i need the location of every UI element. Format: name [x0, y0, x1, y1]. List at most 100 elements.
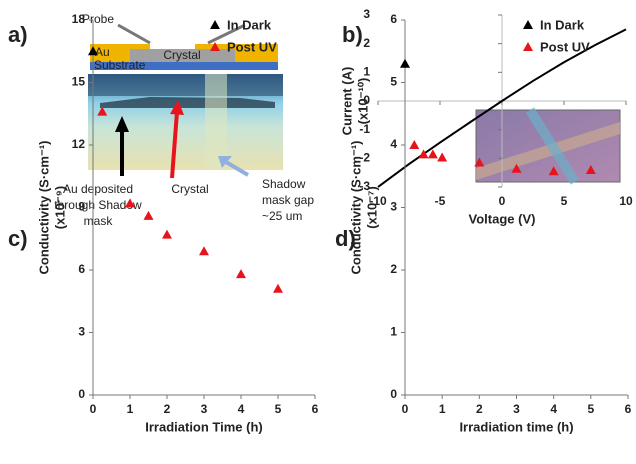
x-axis-label: Irradiation Time (h) — [145, 419, 263, 434]
x-tick-label: 10 — [619, 194, 633, 208]
data-point — [400, 58, 410, 68]
data-point — [418, 149, 429, 159]
y-tick-label: 0 — [363, 93, 370, 107]
y-tick-label: 1 — [363, 65, 370, 79]
data-point — [409, 140, 420, 149]
y-tick-label: 4 — [390, 137, 397, 151]
x-tick-label: 0 — [499, 194, 506, 208]
y-tick-label: -3 — [359, 179, 370, 193]
arrow — [170, 111, 179, 179]
arrow — [224, 160, 250, 177]
probe — [207, 23, 246, 45]
y-tick-label: 6 — [78, 262, 85, 276]
y-tick-label: 12 — [72, 137, 86, 151]
panel-label: b) — [342, 22, 363, 47]
data-point — [88, 46, 98, 56]
y-tick-label: 18 — [72, 12, 86, 26]
data-point — [273, 283, 283, 293]
data-point — [427, 149, 438, 159]
x-tick-label: 5 — [587, 402, 594, 416]
x-tick-label: 6 — [625, 402, 632, 416]
x-axis-label: Voltage (V) — [469, 211, 536, 226]
annotation: mask gap — [262, 193, 314, 207]
legend-marker — [210, 42, 220, 51]
data-point — [125, 198, 135, 208]
pad-label: Au — [95, 45, 110, 59]
substrate — [90, 62, 278, 70]
data-point — [437, 152, 448, 162]
panel-label: d) — [335, 226, 356, 251]
data-point — [474, 157, 485, 167]
annotation: Shadow — [262, 177, 306, 191]
data-point — [199, 246, 209, 256]
x-tick-label: 2 — [476, 402, 483, 416]
y-tick-label: 2 — [390, 262, 397, 276]
panel-label: c) — [8, 226, 28, 251]
y-tick-label: 6 — [390, 12, 397, 26]
data-point — [585, 165, 596, 174]
y-tick-label: -1 — [359, 122, 370, 136]
micrograph-top — [88, 74, 283, 96]
inset-gap — [525, 107, 580, 185]
y-tick-label: 2 — [363, 36, 370, 50]
x-tick-label: -5 — [435, 194, 446, 208]
legend-marker — [523, 20, 533, 29]
y-axis-label: Current (A) — [339, 67, 354, 136]
data-point — [548, 166, 559, 176]
probe-label: Probe — [82, 12, 114, 26]
arrow-head — [170, 100, 184, 115]
arrow-head — [115, 116, 129, 132]
inset-crystal — [476, 122, 620, 180]
x-tick-label: 1 — [127, 402, 134, 416]
mask-gap — [205, 74, 227, 170]
y-tick-label: 0 — [390, 387, 397, 401]
crystal-block — [130, 49, 235, 62]
y-axis-label: (x10⁻⁹) — [52, 186, 67, 229]
x-tick-label: 6 — [312, 402, 319, 416]
annotation: mask — [84, 214, 114, 228]
data-point — [143, 210, 154, 220]
x-tick-label: 4 — [238, 402, 245, 416]
legend-label: Post UV — [540, 39, 590, 54]
x-tick-label: -10 — [369, 194, 387, 208]
y-tick-label: 1 — [390, 325, 397, 339]
y-tick-label: 5 — [390, 75, 397, 89]
x-tick-label: 5 — [561, 194, 568, 208]
data-point — [162, 229, 172, 239]
x-tick-label: 3 — [513, 402, 520, 416]
series-line — [377, 28, 627, 188]
annotation: ~25 um — [262, 209, 302, 223]
probe — [117, 23, 151, 45]
crystal-label: Crystal — [163, 48, 200, 62]
x-tick-label: 1 — [439, 402, 446, 416]
y-tick-label: 3 — [78, 325, 85, 339]
data-point — [236, 269, 246, 279]
data-point — [511, 163, 522, 173]
y-axis-label: Conductivity (S·cm⁻¹) — [36, 141, 51, 275]
y-tick-label: 0 — [78, 387, 85, 401]
annotation: Crystal — [171, 182, 208, 196]
x-tick-label: 3 — [201, 402, 208, 416]
legend-label: In Dark — [540, 17, 585, 32]
substrate-label: Substrate — [94, 58, 146, 72]
legend-label: Post UV — [227, 39, 277, 54]
y-tick-label: 15 — [72, 75, 86, 89]
arrow-head — [218, 156, 232, 168]
y-tick-label: 3 — [390, 200, 397, 214]
data-point — [97, 106, 108, 116]
x-axis-label: Irradiation time (h) — [459, 419, 573, 434]
y-axis-label: (x10⁻⁷) — [364, 186, 379, 229]
x-tick-label: 0 — [90, 402, 97, 416]
x-tick-label: 5 — [275, 402, 282, 416]
y-axis-label: Conductivity (S·cm⁻¹) — [348, 141, 363, 275]
legend-marker — [523, 42, 533, 51]
y-tick-label: -2 — [359, 151, 370, 165]
legend-marker — [210, 20, 220, 29]
annotation: through Shadow — [54, 198, 142, 212]
y-tick-label: 9 — [78, 200, 85, 214]
x-tick-label: 2 — [164, 402, 171, 416]
panel-label: a) — [8, 22, 28, 47]
y-axis-label: (x10⁻¹⁰) — [355, 78, 370, 125]
crystal-image — [100, 97, 275, 108]
